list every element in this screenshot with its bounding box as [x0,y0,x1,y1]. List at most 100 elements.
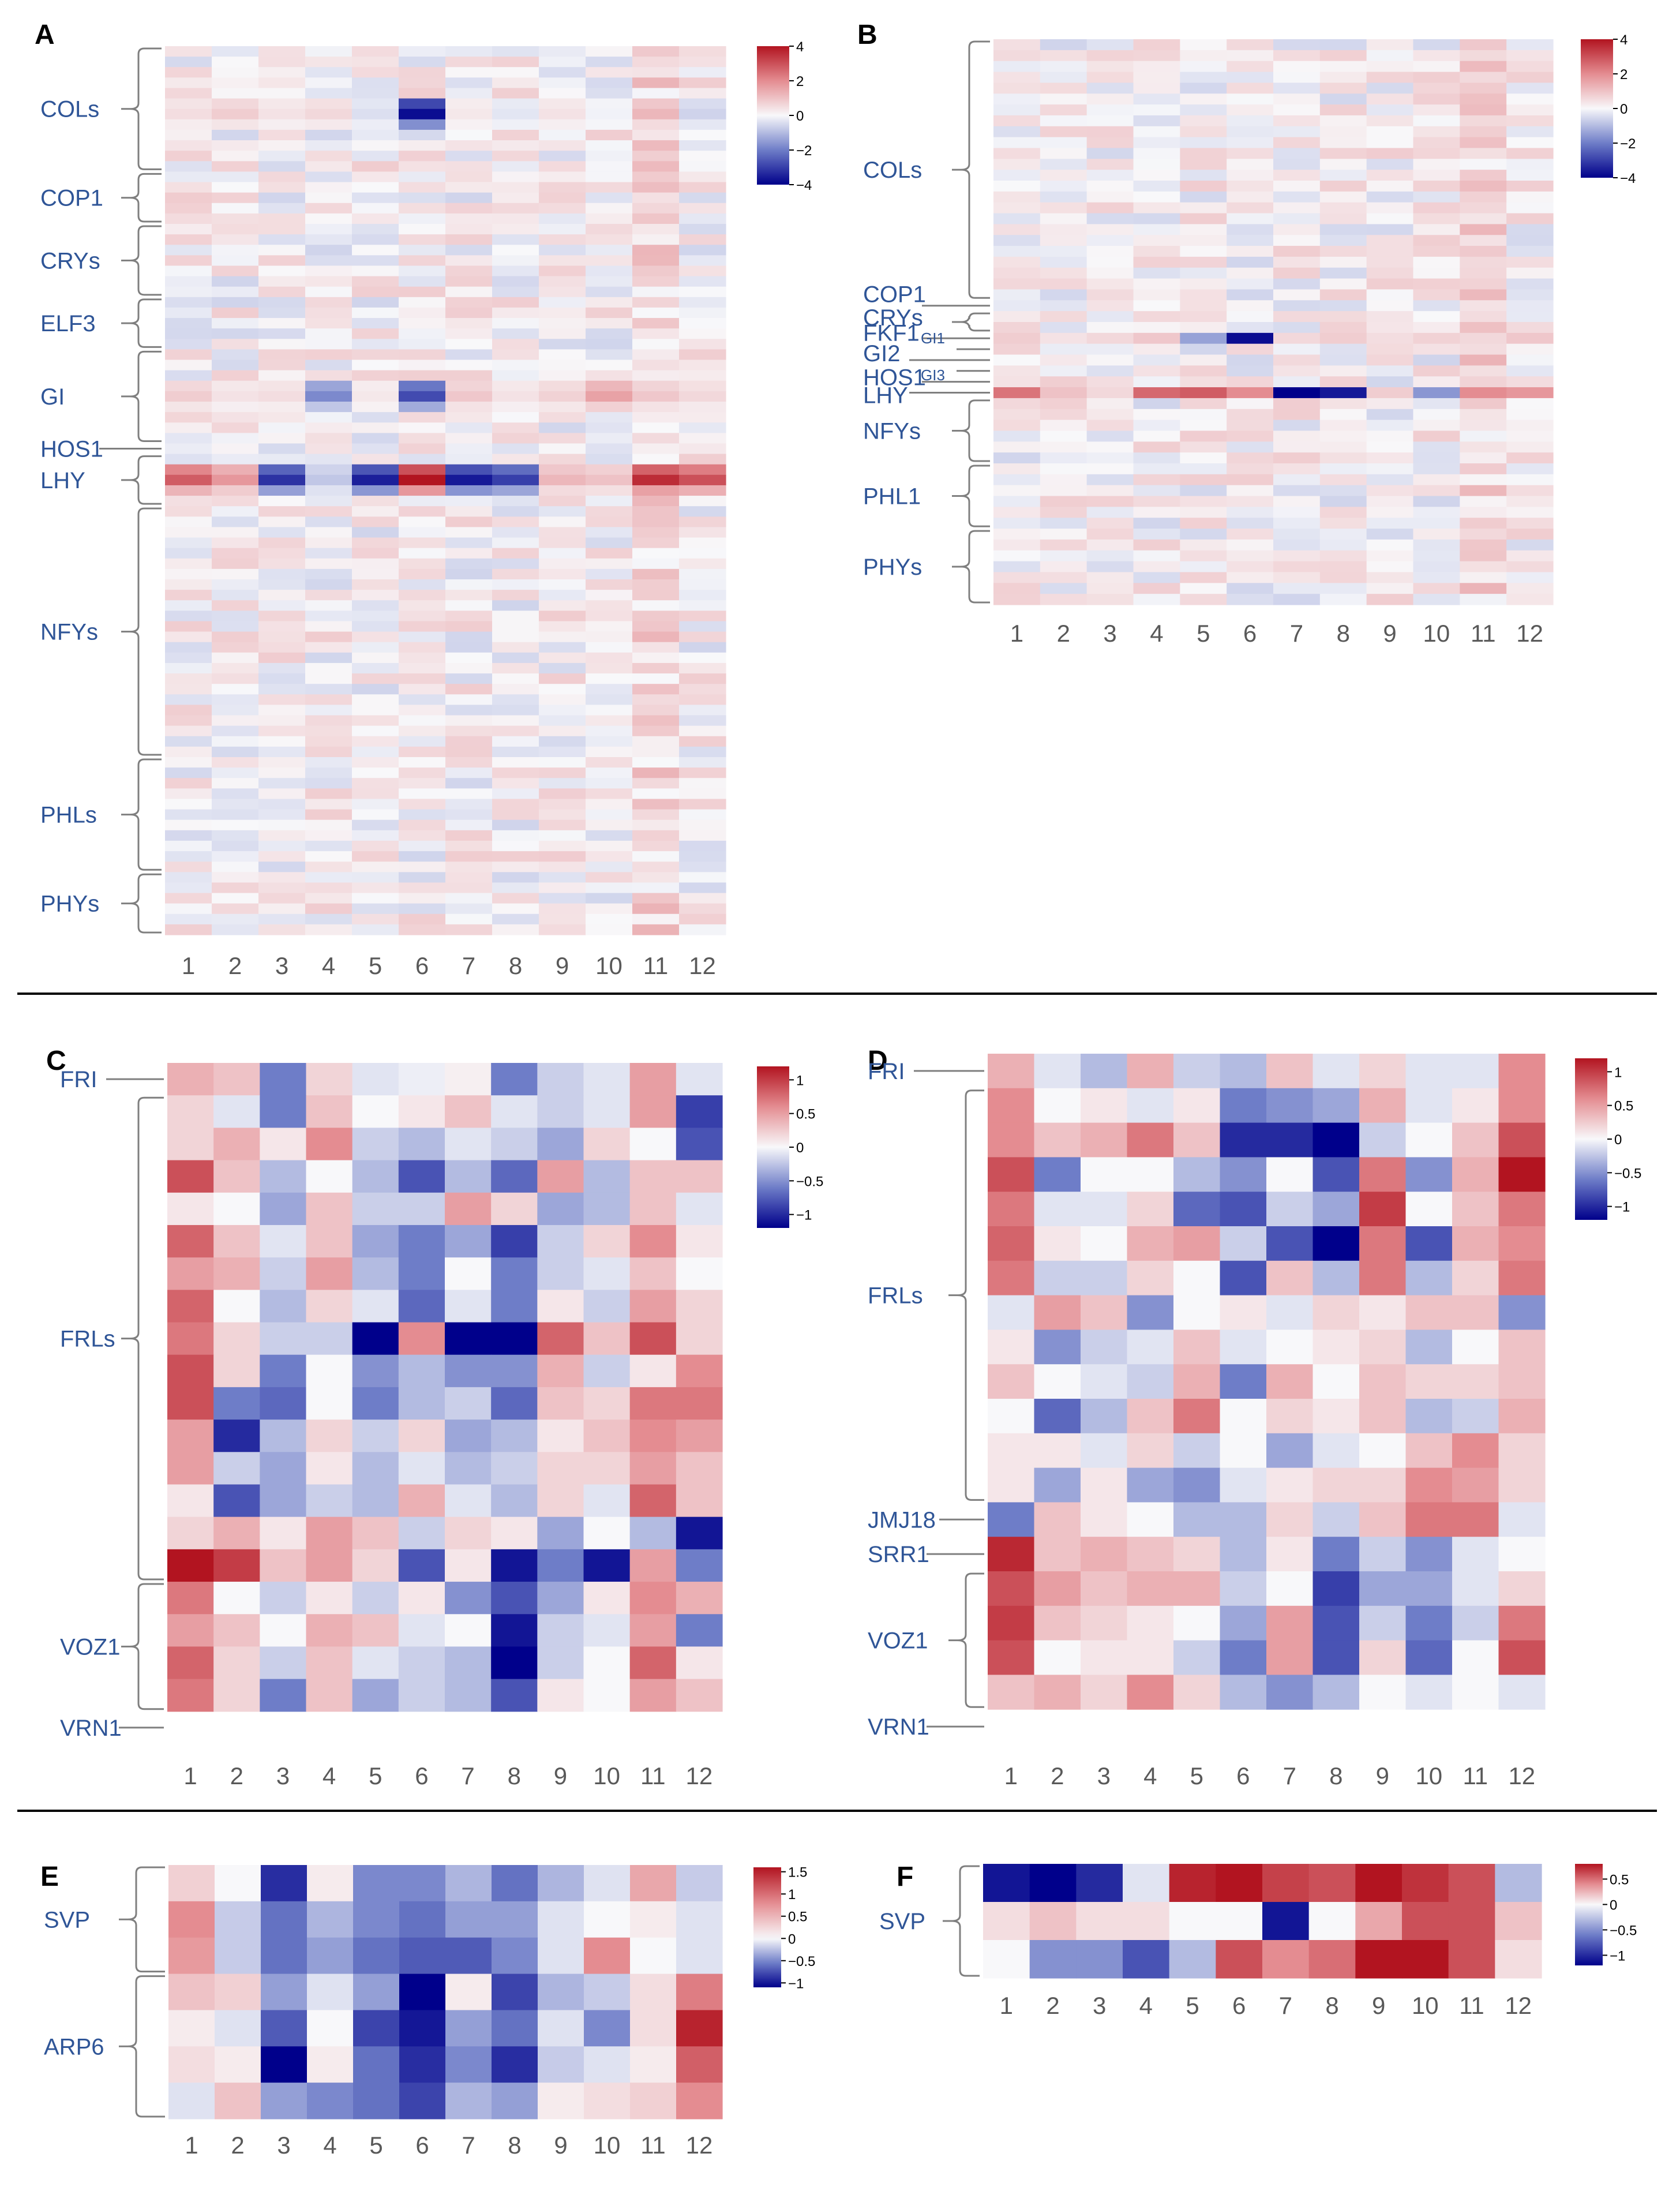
heatmap-cell [1086,170,1134,181]
heatmap-cell [1227,376,1274,388]
x-tick-label: 11 [643,952,669,979]
heatmap-cell [539,611,586,622]
colorbar [1581,39,1613,178]
heatmap-cell [1319,235,1367,246]
heatmap-cell [1460,332,1507,344]
x-tick-label: 2 [231,2132,244,2159]
heatmap-cell [398,1290,445,1323]
heatmap-cell [1133,289,1180,301]
heatmap-cell [212,234,259,245]
heatmap-cell [399,725,446,737]
heatmap-cell [258,433,306,444]
heatmap-cell [1273,39,1321,51]
heatmap-cell [492,297,539,308]
heatmap-cell [1040,202,1088,214]
heatmap-cell [352,1224,399,1258]
heatmap-cell [1366,387,1414,399]
heatmap-cell [988,1502,1035,1537]
heatmap-cell [445,474,493,486]
heatmap-cell [586,57,633,68]
heatmap-cell [676,1063,723,1096]
heatmap-cell [539,725,586,737]
heatmap-cell [165,255,212,267]
heatmap-cell [1180,159,1227,170]
heatmap-cell [586,568,633,580]
heatmap-cell [492,558,539,570]
heatmap-cell [445,590,493,601]
heatmap-cell [1076,1902,1123,1941]
heatmap-cell [212,224,259,235]
heatmap-cell [445,621,493,632]
heatmap-cell [445,370,493,381]
heatmap-cell [583,1582,631,1615]
heatmap-cell [1359,1260,1407,1296]
heatmap-cell [632,600,680,611]
heatmap-cell [539,882,586,894]
heatmap-cell [1133,235,1180,246]
heatmap-cell [352,684,399,695]
heatmap-cell [1216,1940,1263,1979]
heatmap-cell [165,736,212,747]
heatmap-cell [583,1128,631,1161]
heatmap-cell [399,245,446,256]
heatmap-cell [1366,539,1414,551]
heatmap-cell [1359,1088,1407,1124]
heatmap-cell [399,496,446,507]
heatmap-cell [1460,224,1507,235]
heatmap-cell [352,882,399,894]
heatmap-cell [305,851,352,862]
heatmap-cell [492,349,539,361]
heatmap-cell [258,893,306,904]
heatmap-cell [1460,191,1507,203]
heatmap-cell [1312,1675,1360,1710]
heatmap-cell [586,778,633,789]
heatmap-cell [398,1095,445,1128]
heatmap-cell [492,527,539,538]
heatmap-cell [1460,539,1507,551]
heatmap-cell [1266,1571,1314,1606]
heatmap-cell [538,2083,584,2119]
group-label-gi1: GI1 [921,329,945,347]
heatmap-cell [1448,1902,1495,1941]
heatmap-cell [1133,50,1180,62]
heatmap-cell [399,882,446,894]
heatmap-cell [1127,1226,1174,1261]
x-tick-label: 6 [1236,1762,1250,1789]
heatmap-cell [491,1322,538,1355]
heatmap-cell [1273,474,1321,486]
heatmap-cell [1127,1571,1174,1606]
heatmap-cell [983,1940,1030,1979]
x-tick-label: 4 [322,952,335,979]
heatmap-cell [352,1063,399,1096]
heatmap-cell [399,98,446,110]
heatmap-cell [1227,256,1274,268]
heatmap-cell [445,1973,492,2011]
heatmap-cell [988,1571,1035,1606]
heatmap-cell [1366,93,1414,105]
heatmap-cell [352,370,399,381]
colorbar-tick-label: 2 [796,74,804,89]
heatmap-cell [632,851,680,862]
heatmap-cell [1319,529,1367,540]
heatmap-cell [1273,289,1321,301]
heatmap-cell [491,1224,538,1258]
heatmap-cell [258,527,306,538]
heatmap-cell [352,203,399,214]
heatmap-cell [353,1865,400,1902]
heatmap-cell [993,496,1041,507]
heatmap-cell [1040,572,1088,583]
group-brace [130,507,162,756]
heatmap-cell [352,736,399,747]
heatmap-cell [583,1420,631,1452]
heatmap-cell [1366,246,1414,257]
heatmap-cell [1266,1433,1314,1469]
heatmap-cell [445,862,493,872]
heatmap-cell [1273,354,1321,366]
heatmap-cell [212,611,259,622]
heatmap-cell [1405,1605,1453,1641]
heatmap-cell [1169,1864,1216,1903]
heatmap-cell [352,412,399,423]
heatmap-cell [539,736,586,747]
heatmap-cell [1506,507,1554,518]
heatmap-cell [1366,300,1414,312]
